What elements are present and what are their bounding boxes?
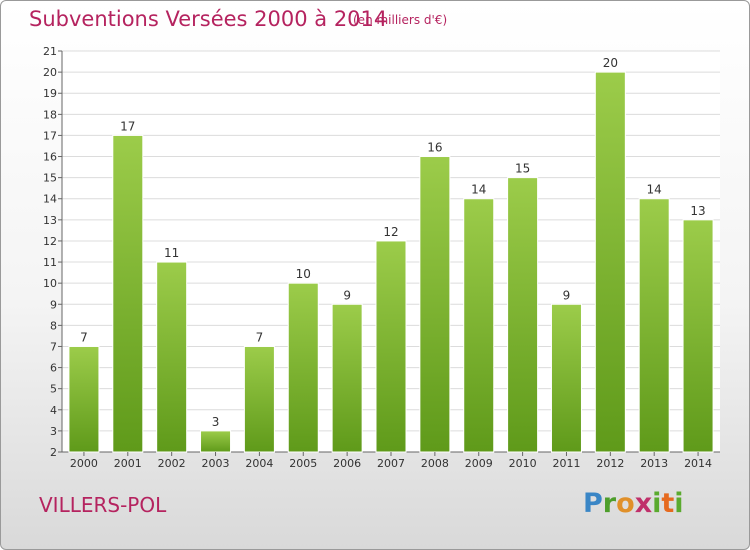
bar-value-label: 17 [120, 119, 135, 133]
bar [419, 156, 451, 453]
y-tick-label: 6 [50, 362, 57, 375]
x-tick-label: 2002 [158, 457, 186, 470]
y-tick-label: 16 [43, 151, 57, 164]
y-tick-label: 11 [43, 256, 57, 269]
y-tick-label: 20 [43, 66, 57, 79]
bar-value-label: 3 [212, 415, 220, 429]
x-tick-label: 2008 [421, 457, 449, 470]
bar [594, 71, 626, 453]
x-tick-label: 2007 [377, 457, 405, 470]
proxiti-logo: Proxiti [583, 488, 684, 519]
bar-value-label: 15 [515, 162, 530, 176]
x-tick-label: 2001 [114, 457, 142, 470]
x-tick-label: 2012 [596, 457, 624, 470]
chart-unit: (en milliers d'€) [353, 13, 448, 27]
bar-value-label: 7 [256, 330, 264, 344]
chart-title: Subventions Versées 2000 à 2014 [29, 7, 388, 31]
bar-value-label: 13 [690, 204, 705, 218]
y-tick-label: 3 [50, 425, 57, 438]
bar [200, 430, 232, 453]
x-tick-label: 2000 [70, 457, 98, 470]
bar-value-label: 7 [80, 330, 88, 344]
bar-value-label: 9 [343, 288, 351, 302]
x-tick-label: 2009 [465, 457, 493, 470]
bar [375, 240, 407, 453]
y-tick-label: 7 [50, 340, 57, 353]
y-tick-label: 4 [50, 404, 57, 417]
y-tick-label: 12 [43, 235, 57, 248]
y-tick-label: 14 [43, 193, 57, 206]
y-tick-label: 10 [43, 277, 57, 290]
x-tick-label: 2014 [684, 457, 712, 470]
x-tick-label: 2010 [509, 457, 537, 470]
bar [463, 198, 495, 453]
bar-value-label: 20 [603, 56, 618, 70]
y-tick-label: 18 [43, 108, 57, 121]
y-tick-label: 8 [50, 319, 57, 332]
y-tick-label: 13 [43, 214, 57, 227]
x-tick-label: 2004 [245, 457, 273, 470]
bar [287, 282, 319, 453]
bar-value-label: 16 [427, 141, 442, 155]
y-tick-label: 19 [43, 87, 57, 100]
y-tick-label: 2 [50, 446, 57, 459]
bar [507, 177, 539, 453]
commune-name: VILLERS-POL [39, 493, 167, 517]
bar [243, 345, 275, 453]
bar-value-label: 11 [164, 246, 179, 260]
bar [112, 134, 144, 453]
bar-value-label: 12 [383, 225, 398, 239]
y-tick-label: 21 [43, 45, 57, 58]
x-tick-label: 2006 [333, 457, 361, 470]
bar [331, 303, 363, 453]
y-tick-label: 5 [50, 383, 57, 396]
bar [638, 198, 670, 453]
bar [156, 261, 188, 453]
bar-value-label: 14 [647, 183, 662, 197]
y-tick-label: 15 [43, 172, 57, 185]
bar [682, 219, 714, 453]
y-tick-label: 9 [50, 298, 57, 311]
bar [550, 303, 582, 453]
x-tick-label: 2005 [289, 457, 317, 470]
bar-value-label: 10 [296, 267, 311, 281]
bar-value-label: 14 [471, 183, 486, 197]
bar [68, 345, 100, 453]
x-tick-label: 2013 [640, 457, 668, 470]
y-tick-label: 17 [43, 129, 57, 142]
x-tick-label: 2011 [552, 457, 580, 470]
x-tick-label: 2003 [202, 457, 230, 470]
bar-value-label: 9 [563, 288, 571, 302]
